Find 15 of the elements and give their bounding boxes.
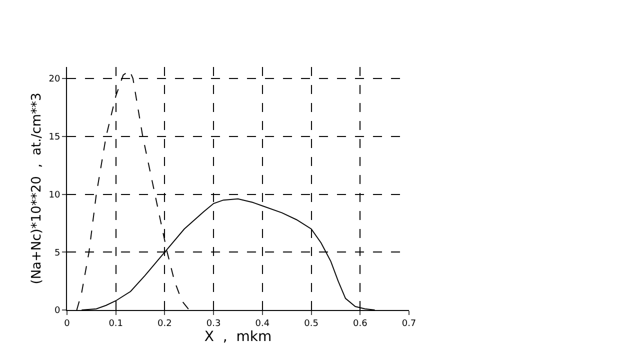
y-axis-title: (Na+Nc)*10**20 , at./cm**3 bbox=[30, 92, 45, 284]
y-tick-label: 15 bbox=[48, 132, 60, 143]
y-tick-label: 0 bbox=[54, 306, 60, 316]
x-tick-label: 0 bbox=[64, 318, 70, 329]
y-tick-label: 10 bbox=[48, 190, 60, 200]
x-tick-label: 0.7 bbox=[402, 318, 416, 329]
x-tick-label: 0.3 bbox=[206, 318, 221, 329]
x-tick-label: 0.6 bbox=[352, 318, 368, 329]
y-tick-label: 20 bbox=[48, 74, 60, 85]
x-tick-label: 0.1 bbox=[108, 318, 124, 329]
y-tick-label: 5 bbox=[54, 248, 60, 258]
x-tick-label: 0.4 bbox=[255, 318, 270, 329]
x-tick-label: 0.5 bbox=[304, 318, 318, 329]
x-tick-label: 0.2 bbox=[158, 318, 172, 329]
x-axis-title: X , mkm bbox=[204, 328, 272, 345]
